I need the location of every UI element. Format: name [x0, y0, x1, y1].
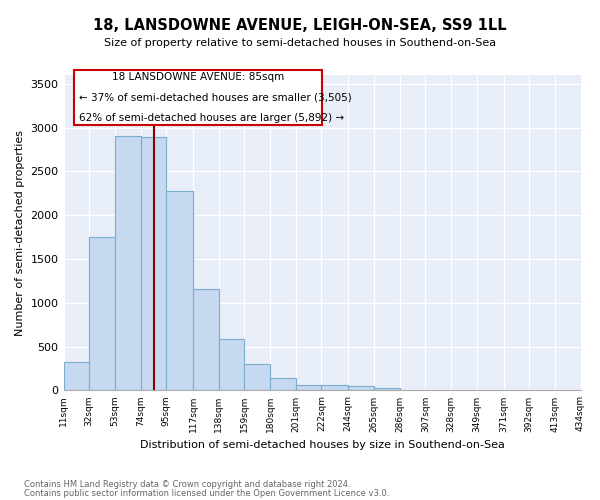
Bar: [166, 190, 193, 390]
Text: 18 LANSDOWNE AVENUE: 85sqm: 18 LANSDOWNE AVENUE: 85sqm: [112, 72, 284, 82]
X-axis label: Distribution of semi-detached houses by size in Southend-on-Sea: Distribution of semi-detached houses by …: [140, 440, 505, 450]
Bar: [296, 384, 322, 390]
Bar: [64, 362, 89, 390]
Bar: [374, 388, 400, 390]
Text: Contains HM Land Registry data © Crown copyright and database right 2024.: Contains HM Land Registry data © Crown c…: [24, 480, 350, 489]
Bar: [140, 137, 166, 390]
Bar: [219, 338, 244, 390]
Text: 18, LANSDOWNE AVENUE, LEIGH-ON-SEA, SS9 1LL: 18, LANSDOWNE AVENUE, LEIGH-ON-SEA, SS9 …: [93, 18, 507, 32]
Bar: [89, 237, 115, 390]
Bar: [322, 384, 348, 390]
FancyBboxPatch shape: [74, 70, 322, 126]
Bar: [348, 386, 374, 390]
Text: 62% of semi-detached houses are larger (5,892) →: 62% of semi-detached houses are larger (…: [79, 114, 344, 124]
Bar: [270, 378, 296, 390]
Text: ← 37% of semi-detached houses are smaller (3,505): ← 37% of semi-detached houses are smalle…: [79, 92, 352, 102]
Y-axis label: Number of semi-detached properties: Number of semi-detached properties: [15, 130, 25, 336]
Text: Size of property relative to semi-detached houses in Southend-on-Sea: Size of property relative to semi-detach…: [104, 38, 496, 48]
Bar: [115, 136, 140, 390]
Bar: [193, 289, 219, 390]
Text: Contains public sector information licensed under the Open Government Licence v3: Contains public sector information licen…: [24, 488, 389, 498]
Bar: [244, 364, 270, 390]
